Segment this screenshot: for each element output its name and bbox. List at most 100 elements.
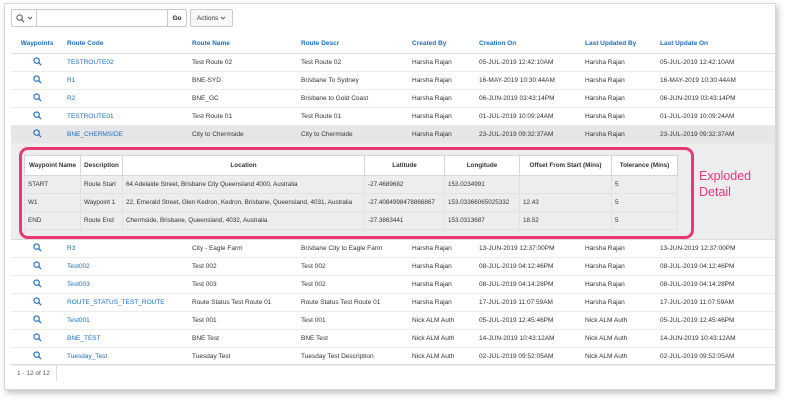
table-row: TESTROUTE02 Test Route 02 Test Route 02 Har… bbox=[11, 53, 775, 72]
route-code-link[interactable]: TESTROUTE02 bbox=[63, 53, 188, 72]
magnifier-icon bbox=[32, 333, 42, 342]
cell-updated-by: Harsha Rajan bbox=[581, 125, 656, 144]
cell-created-by: Harsha Rajan bbox=[408, 293, 475, 312]
column-header-last-updated-by[interactable]: Last Updated By bbox=[581, 34, 656, 54]
cell-created-by: Harsha Rajan bbox=[408, 275, 475, 294]
cell-updated-on: 23-JUL-2019 09:32:37AM bbox=[656, 125, 775, 144]
cell-updated-on: 02-JUL-2019 09:52:05AM bbox=[656, 347, 775, 366]
cell-descr: Brisbane City to Eagle Farm bbox=[297, 239, 408, 258]
cell-name: Test Route 02 bbox=[188, 53, 297, 72]
table-row: Test002 Test 002 Test 002 Harsha Rajan 08-JU… bbox=[11, 257, 775, 276]
cell-descr: City to Chermside bbox=[297, 125, 408, 144]
detail-cell-lat: -27.3863441 bbox=[364, 211, 445, 230]
detail-cell-tolerance: 5 bbox=[611, 211, 678, 230]
cell-updated-on: 16-MAY-2019 10:30:44AM bbox=[656, 71, 775, 90]
route-code-link[interactable]: BNE_CHERMSIDE bbox=[63, 125, 188, 144]
cell-updated-by: Harsha Rajan bbox=[581, 275, 656, 294]
cell-updated-by: Nick ALM Auth bbox=[581, 347, 656, 366]
magnifier-icon bbox=[32, 111, 42, 120]
table-row: Tuesday_Test Tuesday Test Tuesday Test Des… bbox=[11, 347, 775, 366]
route-code-link[interactable]: Test001 bbox=[63, 311, 188, 330]
cell-descr: Test Route 01 bbox=[297, 107, 408, 126]
route-code-link[interactable]: R2 bbox=[63, 89, 188, 108]
column-header-created-by[interactable]: Created By bbox=[408, 34, 475, 54]
cell-descr: Route Status Test Route 01 bbox=[297, 293, 408, 312]
route-code-link[interactable]: BNE_TEST bbox=[63, 329, 188, 348]
detail-panel: Waypoint Name Description Location Latitude… bbox=[11, 144, 775, 239]
waypoints-link[interactable] bbox=[11, 293, 63, 312]
route-code-link[interactable]: Tuesday_Test bbox=[63, 347, 188, 366]
cell-name: Test 001 bbox=[188, 311, 297, 330]
detail-cell-location: 22, Emerald Street, Glen Kedron, Kedron,… bbox=[122, 193, 365, 212]
waypoints-link[interactable] bbox=[11, 275, 63, 294]
cell-updated-on: 17-JUL-2019 11:07:59AM bbox=[656, 293, 775, 312]
cell-name: BNE_GC bbox=[188, 89, 297, 108]
search-input[interactable] bbox=[37, 11, 167, 25]
column-header-creation-on[interactable]: Creation On bbox=[475, 34, 581, 54]
waypoints-link[interactable] bbox=[11, 311, 63, 330]
cell-descr: BNE Test bbox=[297, 329, 408, 348]
chevron-down-icon bbox=[27, 16, 32, 20]
cell-created-on: 06-JUN-2019 03:43:14PM bbox=[475, 89, 581, 108]
waypoints-link[interactable] bbox=[11, 329, 63, 348]
detail-cell-tolerance: 5 bbox=[611, 175, 678, 194]
detail-table-row: END Route End Chermside, Brisbane, Queensl… bbox=[24, 211, 678, 230]
waypoints-link[interactable] bbox=[11, 89, 63, 108]
waypoints-detail-table: Waypoint Name Description Location Latitude… bbox=[24, 155, 678, 230]
cell-created-on: 16-MAY-2019 10:30:44AM bbox=[475, 71, 581, 90]
cell-updated-on: 08-JUL-2019 04:12:46PM bbox=[656, 257, 775, 276]
waypoints-link[interactable] bbox=[11, 347, 63, 366]
cell-name: City to Chermside bbox=[188, 125, 297, 144]
cell-created-by: Harsha Rajan bbox=[408, 239, 475, 258]
magnifier-icon bbox=[32, 57, 42, 66]
waypoints-link[interactable] bbox=[11, 71, 63, 90]
magnifier-icon bbox=[32, 351, 42, 360]
route-code-link[interactable]: TESTROUTE01 bbox=[63, 107, 188, 126]
cell-updated-on: 01-JUL-2019 10:09:24AM bbox=[656, 107, 775, 126]
cell-updated-on: 14-JUN-2019 10:43:12AM bbox=[656, 329, 775, 348]
column-header-route-code[interactable]: Route Code bbox=[63, 34, 188, 54]
waypoints-link[interactable] bbox=[11, 257, 63, 276]
column-header-route-name[interactable]: Route Name bbox=[188, 34, 297, 54]
magnifier-icon bbox=[32, 315, 42, 324]
route-code-link[interactable]: R3 bbox=[63, 239, 188, 258]
detail-row: Waypoint Name Description Location Latitude… bbox=[11, 143, 775, 240]
waypoints-link[interactable] bbox=[11, 239, 63, 258]
cell-created-on: 13-JUN-2019 12:37:00PM bbox=[475, 239, 581, 258]
magnifier-icon bbox=[32, 75, 42, 84]
waypoints-link[interactable] bbox=[11, 125, 63, 144]
search-column-selector[interactable] bbox=[12, 10, 37, 26]
cell-created-by: Harsha Rajan bbox=[408, 257, 475, 276]
cell-created-on: 05-JUL-2019 12:45:46PM bbox=[475, 311, 581, 330]
cell-updated-by: Harsha Rajan bbox=[581, 71, 656, 90]
route-code-link[interactable]: R1 bbox=[63, 71, 188, 90]
cell-created-on: 17-JUL-2019 11:07:59AM bbox=[475, 293, 581, 312]
cell-created-by: Harsha Rajan bbox=[408, 89, 475, 108]
column-header-last-update-on[interactable]: Last Update On bbox=[656, 34, 775, 54]
highlight-outline bbox=[19, 147, 694, 239]
cell-updated-by: Harsha Rajan bbox=[581, 107, 656, 126]
table-row: Test001 Test 001 Test 001 Nick ALM Auth 05-J… bbox=[11, 311, 775, 330]
cell-updated-by: Harsha Rajan bbox=[581, 239, 656, 258]
magnifier-icon bbox=[32, 129, 42, 138]
magnifier-icon bbox=[32, 243, 42, 252]
waypoints-link[interactable] bbox=[11, 107, 63, 126]
column-header-route-descr[interactable]: Route Descr bbox=[297, 34, 408, 54]
cell-name: Test 002 bbox=[188, 257, 297, 276]
waypoints-link[interactable] bbox=[11, 53, 63, 72]
cell-updated-on: 13-JUN-2019 12:37:00PM bbox=[656, 239, 775, 258]
cell-created-on: 05-JUL-2019 12:42:10AM bbox=[475, 53, 581, 72]
actions-menu-button[interactable]: Actions bbox=[190, 9, 234, 27]
cell-created-by: Nick ALM Auth bbox=[408, 347, 475, 366]
route-code-link[interactable]: Test003 bbox=[63, 275, 188, 294]
cell-name: Tuesday Test bbox=[188, 347, 297, 366]
column-header-waypoints[interactable]: Waypoints bbox=[11, 34, 63, 54]
cell-descr: Test Route 02 bbox=[297, 53, 408, 72]
route-code-link[interactable]: ROUTE_STATUS_TEST_ROUTE bbox=[63, 293, 188, 312]
go-button[interactable]: Go bbox=[167, 10, 186, 26]
cell-created-by: Harsha Rajan bbox=[408, 107, 475, 126]
cell-created-by: Harsha Rajan bbox=[408, 53, 475, 72]
route-code-link[interactable]: Test002 bbox=[63, 257, 188, 276]
detail-cell-location: Chermside, Brisbane, Queensland, 4032, A… bbox=[122, 211, 365, 230]
cell-updated-by: Harsha Rajan bbox=[581, 293, 656, 312]
